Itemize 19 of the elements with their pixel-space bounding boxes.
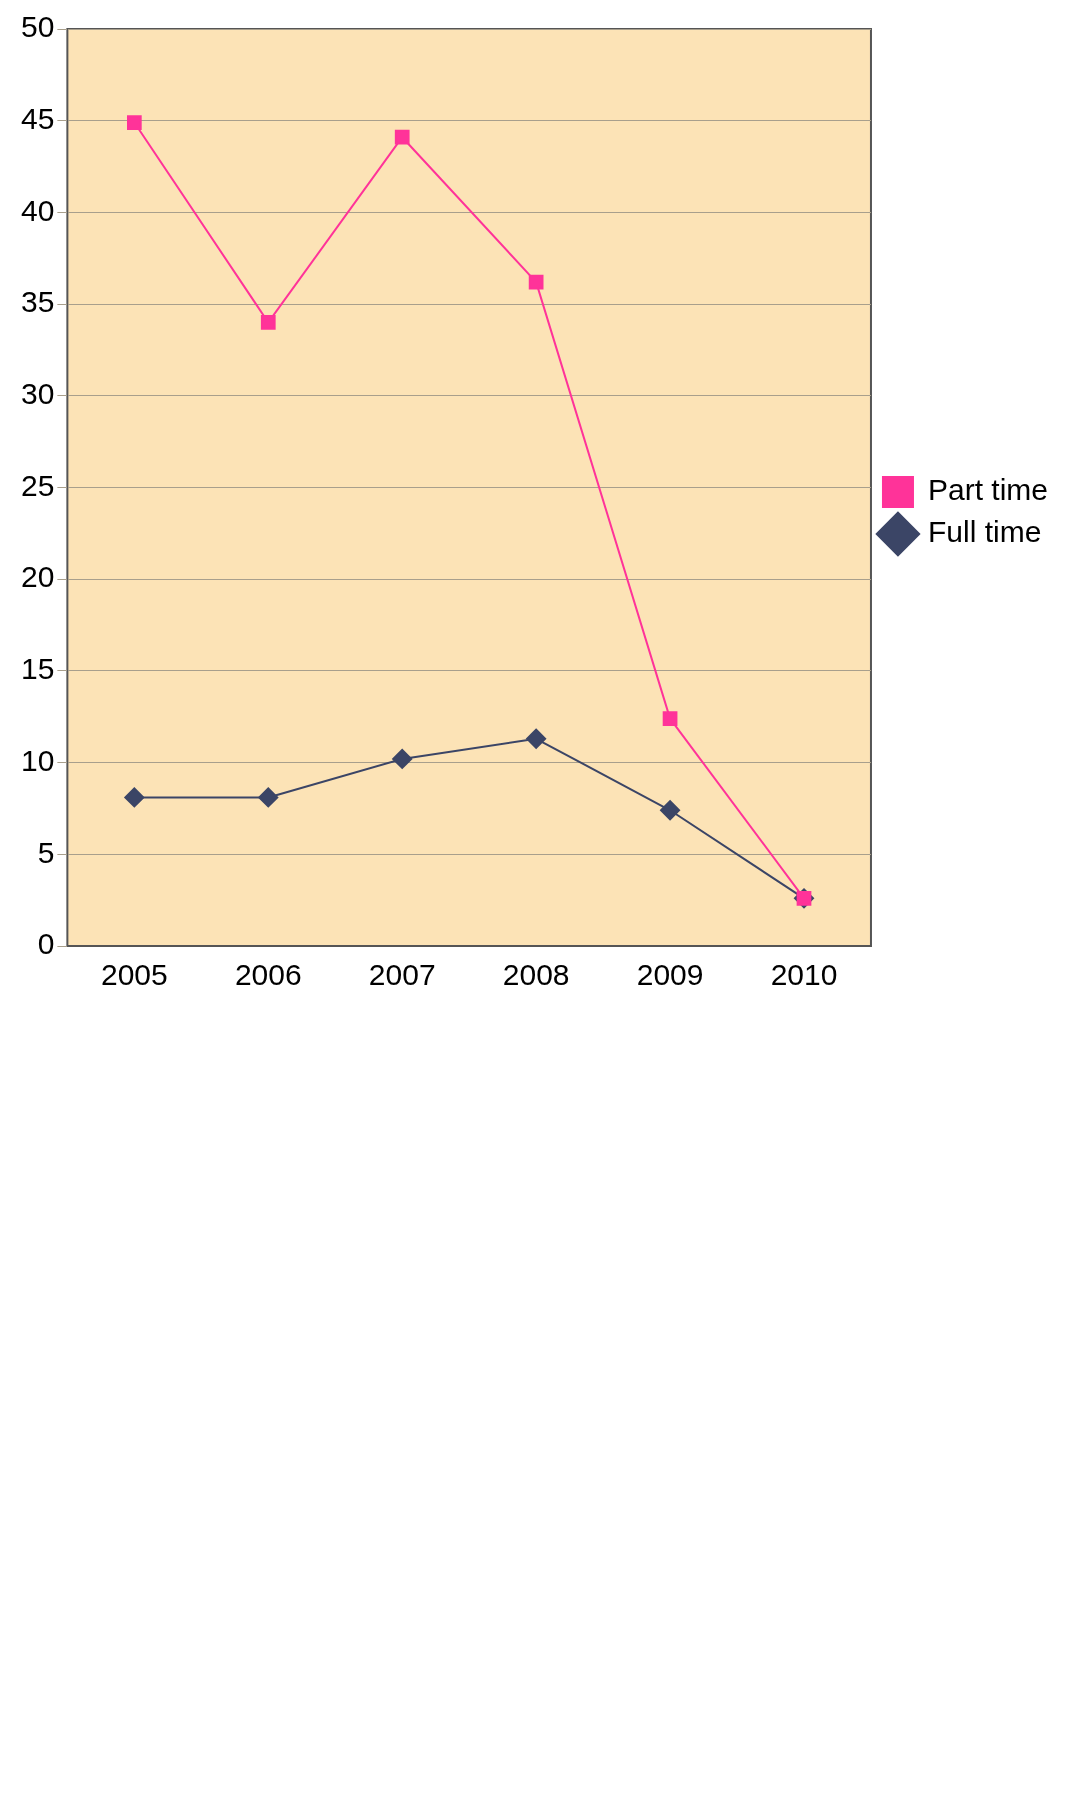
y-tick-label: 10 <box>20 743 55 777</box>
y-tick-label: 35 <box>20 285 55 319</box>
x-tick-label: 2007 <box>368 958 436 992</box>
y-tick-label: 20 <box>20 560 55 594</box>
x-tick-label: 2009 <box>636 958 704 992</box>
x-tick-label: 2008 <box>502 958 570 992</box>
y-tick-label: 30 <box>20 377 55 411</box>
y-tick-label: 0 <box>37 927 55 961</box>
y-tick-label: 25 <box>20 468 55 502</box>
x-tick-label: 2010 <box>770 958 838 992</box>
y-tick-label: 15 <box>20 652 55 686</box>
y-tick-label: 50 <box>20 10 55 44</box>
legend-label: Part time <box>927 473 1048 507</box>
y-tick-label: 45 <box>20 101 55 135</box>
x-tick-label: 2006 <box>234 958 302 992</box>
legend-label: Full time <box>927 515 1042 549</box>
x-tick-label: 2005 <box>100 958 168 992</box>
y-tick-label: 40 <box>20 193 55 227</box>
y-tick-label: 5 <box>37 835 55 869</box>
